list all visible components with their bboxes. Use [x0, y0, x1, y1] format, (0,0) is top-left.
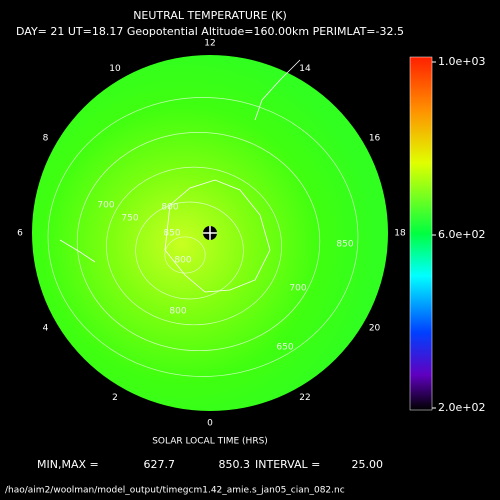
- hour-label: 18: [394, 229, 406, 239]
- min-value: 627.7: [144, 458, 176, 471]
- hour-label: 14: [299, 64, 311, 74]
- interval-label: INTERVAL =: [255, 458, 320, 471]
- colorbar-label: 2.0e+02: [438, 401, 485, 414]
- interval-value: 25.00: [352, 458, 384, 471]
- hour-label: 4: [43, 324, 49, 334]
- contour-line: [76, 131, 321, 351]
- contour-label: 850: [163, 229, 180, 239]
- hour-label: 12: [204, 39, 215, 49]
- colorbar: [409, 56, 433, 411]
- title: NEUTRAL TEMPERATURE (K): [133, 9, 287, 22]
- hour-label: 10: [109, 64, 121, 74]
- max-value: 850.3: [219, 458, 251, 471]
- contour-label: 700: [97, 201, 114, 211]
- contour-line: [135, 201, 244, 300]
- hour-label: 0: [207, 419, 213, 429]
- coastline: [59, 59, 301, 263]
- hour-label: 22: [299, 393, 310, 403]
- hour-label: 8: [43, 134, 49, 144]
- coastline: [164, 179, 271, 293]
- contour-label: 800: [161, 203, 178, 213]
- contour-label: 700: [289, 284, 306, 294]
- colorbar-label: 1.0e+03: [438, 55, 485, 68]
- file-path: /hao/aim2/woolman/model_output/timegcm1.…: [5, 486, 345, 496]
- contour-line: [164, 236, 206, 274]
- contour-line: [106, 166, 282, 326]
- contour-label: 850: [336, 240, 353, 250]
- contour-label: 800: [169, 307, 186, 317]
- hour-label: 20: [369, 324, 381, 334]
- hour-label: 6: [17, 229, 23, 239]
- subtitle: DAY= 21 UT=18.17 Geopotential Altitude=1…: [16, 25, 404, 38]
- hour-label: 16: [369, 134, 381, 144]
- minmax-label: MIN,MAX =: [37, 458, 99, 471]
- colorbar-label: 6.0e+02: [438, 228, 485, 241]
- hour-label: 2: [112, 393, 118, 403]
- contour-label: 750: [121, 214, 138, 224]
- contour-line: [47, 97, 359, 377]
- contour-label: 800: [174, 256, 191, 266]
- contour-label: 650: [276, 343, 293, 353]
- axis-label: SOLAR LOCAL TIME (HRS): [152, 437, 268, 447]
